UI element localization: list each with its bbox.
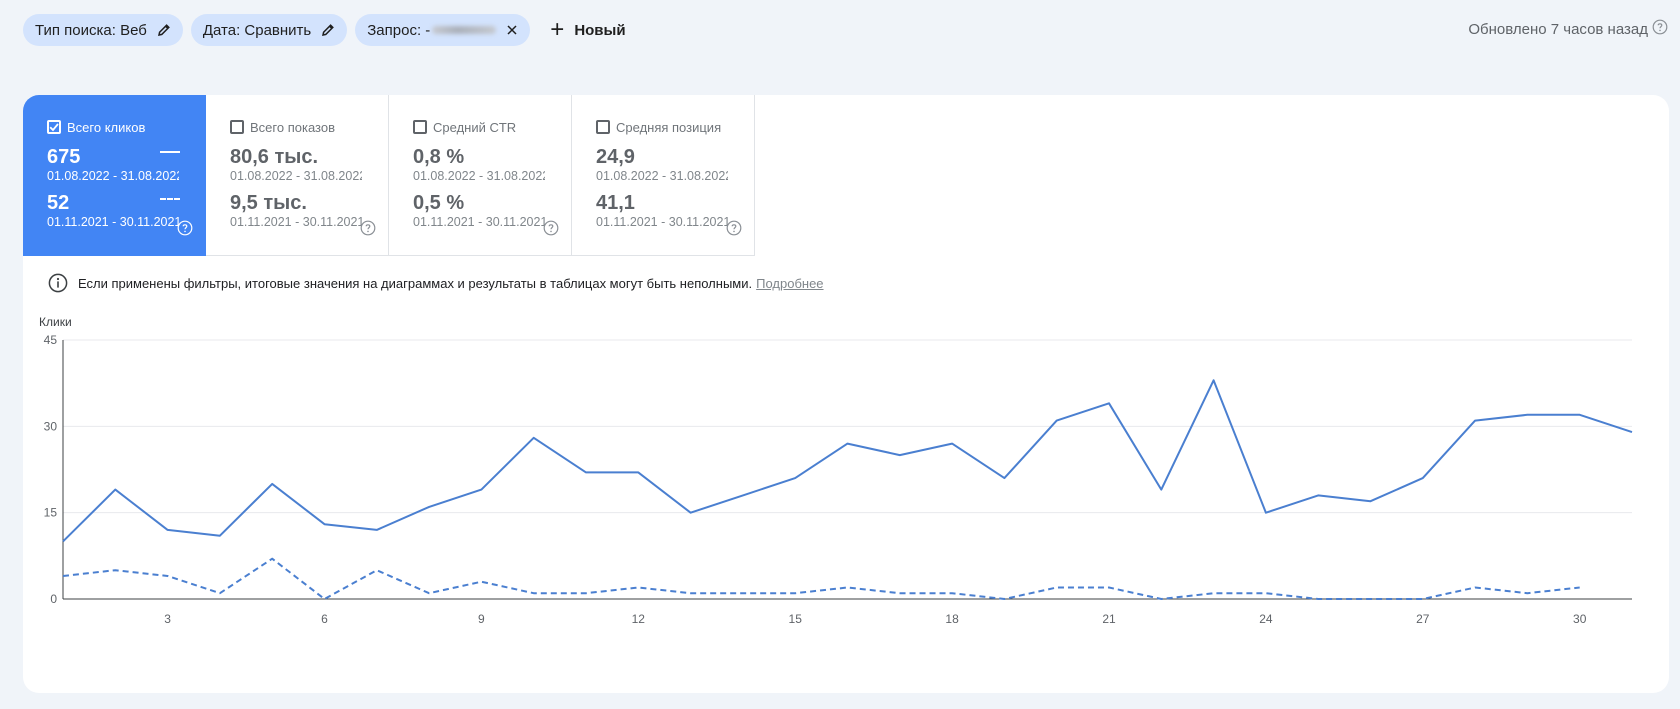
learn-more-link[interactable]: Подробнее — [756, 275, 824, 291]
blurred-query — [432, 26, 497, 34]
x-tick-label: 9 — [478, 612, 485, 626]
metric-label: Всего показов — [250, 119, 335, 135]
metric-label: Всего кликов — [67, 119, 146, 135]
chip-label: Дата: Сравнить — [202, 21, 312, 39]
x-tick-label: 30 — [1573, 612, 1587, 626]
new-filter-label: Новый — [574, 21, 626, 39]
help-icon[interactable] — [360, 220, 376, 241]
checkbox-checked-icon[interactable] — [47, 120, 61, 134]
last-updated-text: Обновлено 7 часов назад — [1468, 20, 1648, 38]
y-tick-label: 0 — [50, 592, 57, 606]
metric-range-previous: 01.11.2021 - 30.11.2021 — [230, 215, 362, 229]
x-tick-label: 18 — [945, 612, 959, 626]
x-tick-label: 12 — [632, 612, 646, 626]
series-line-current — [62, 379, 1633, 543]
metric-value-current: 0,8 % — [413, 146, 465, 168]
info-icon — [48, 273, 68, 293]
metric-range-current: 01.08.2022 - 31.08.2022 — [413, 169, 545, 183]
y-tick-label: 15 — [44, 506, 58, 520]
series-line-previous — [62, 557, 1580, 600]
new-filter-button[interactable]: + Новый — [550, 14, 625, 46]
x-tick-label: 24 — [1259, 612, 1273, 626]
metric-range-previous: 01.11.2021 - 30.11.2021 — [596, 215, 728, 229]
metric-value-current: 24,9 — [596, 146, 635, 168]
date-chip[interactable]: Дата: Сравнить — [190, 14, 348, 46]
plus-icon: + — [550, 16, 565, 43]
search-type-chip[interactable]: Тип поиска: Веб — [23, 14, 183, 46]
metric-label: Средняя позиция — [616, 119, 722, 135]
help-icon[interactable] — [543, 220, 559, 241]
chip-label: Запрос: - — [367, 21, 431, 39]
metric-tiles: Всего кликов 675 01.08.2022 - 31.08.2022… — [23, 95, 755, 256]
checkbox-unchecked-icon[interactable] — [230, 120, 244, 134]
x-tick-label: 21 — [1102, 612, 1116, 626]
metric-total-clicks[interactable]: Всего кликов 675 01.08.2022 - 31.08.2022… — [23, 95, 206, 256]
metric-value-previous: 9,5 тыс. — [230, 192, 307, 214]
clicks-chart: Клики 0 15 30 45 3 6 9 12 15 18 21 24 27 30 — [39, 315, 1633, 626]
help-icon[interactable] — [177, 220, 193, 241]
metric-value-previous: 0,5 % — [413, 192, 465, 214]
filter-bar: Тип поиска: Веб Дата: Сравнить Запрос: -… — [23, 14, 626, 46]
legend-solid-line — [160, 151, 180, 153]
metric-total-impressions[interactable]: Всего показов 80,6 тыс. 01.08.2022 - 31.… — [206, 95, 389, 256]
metric-value-previous: 41,1 — [596, 192, 635, 214]
query-chip[interactable]: Запрос: - — [355, 14, 531, 46]
help-icon[interactable] — [726, 220, 742, 241]
filter-warning: Если применены фильтры, итоговые значени… — [48, 273, 824, 293]
info-text: Если применены фильтры, итоговые значени… — [78, 275, 753, 291]
performance-card: Клики 0 15 30 45 3 6 9 12 15 18 21 24 27 30 Всего клик… — [23, 95, 1669, 693]
x-tick-label: 3 — [164, 612, 171, 626]
x-tick-label: 27 — [1416, 612, 1430, 626]
metric-range-current: 01.08.2022 - 31.08.2022 — [230, 169, 362, 183]
y-tick-label: 30 — [44, 419, 58, 433]
last-updated: Обновлено 7 часов назад — [1468, 19, 1668, 39]
x-tick-label: 6 — [321, 612, 328, 626]
help-icon[interactable] — [1652, 19, 1668, 39]
metric-value-previous: 52 — [47, 192, 70, 214]
y-axis-label: Клики — [39, 315, 72, 329]
metric-range-previous: 01.11.2021 - 30.11.2021 — [47, 215, 179, 229]
metric-average-ctr[interactable]: Средний CTR 0,8 % 01.08.2022 - 31.08.202… — [389, 95, 572, 256]
checkbox-unchecked-icon[interactable] — [413, 120, 427, 134]
metric-value-current: 80,6 тыс. — [230, 146, 319, 168]
metric-range-current: 01.08.2022 - 31.08.2022 — [596, 169, 728, 183]
metric-range-previous: 01.11.2021 - 30.11.2021 — [413, 215, 545, 229]
y-tick-label: 45 — [44, 333, 58, 347]
metric-average-position[interactable]: Средняя позиция 24,9 01.08.2022 - 31.08.… — [572, 95, 755, 256]
close-icon[interactable] — [506, 24, 518, 36]
legend-dashed-line — [160, 198, 180, 200]
pencil-icon[interactable] — [321, 23, 335, 37]
metric-range-current: 01.08.2022 - 31.08.2022 — [47, 169, 179, 183]
checkbox-unchecked-icon[interactable] — [596, 120, 610, 134]
x-tick-label: 15 — [789, 612, 803, 626]
metric-value-current: 675 — [47, 146, 81, 168]
metric-label: Средний CTR — [433, 119, 517, 135]
chip-label: Тип поиска: Веб — [35, 21, 147, 39]
pencil-icon[interactable] — [157, 23, 171, 37]
